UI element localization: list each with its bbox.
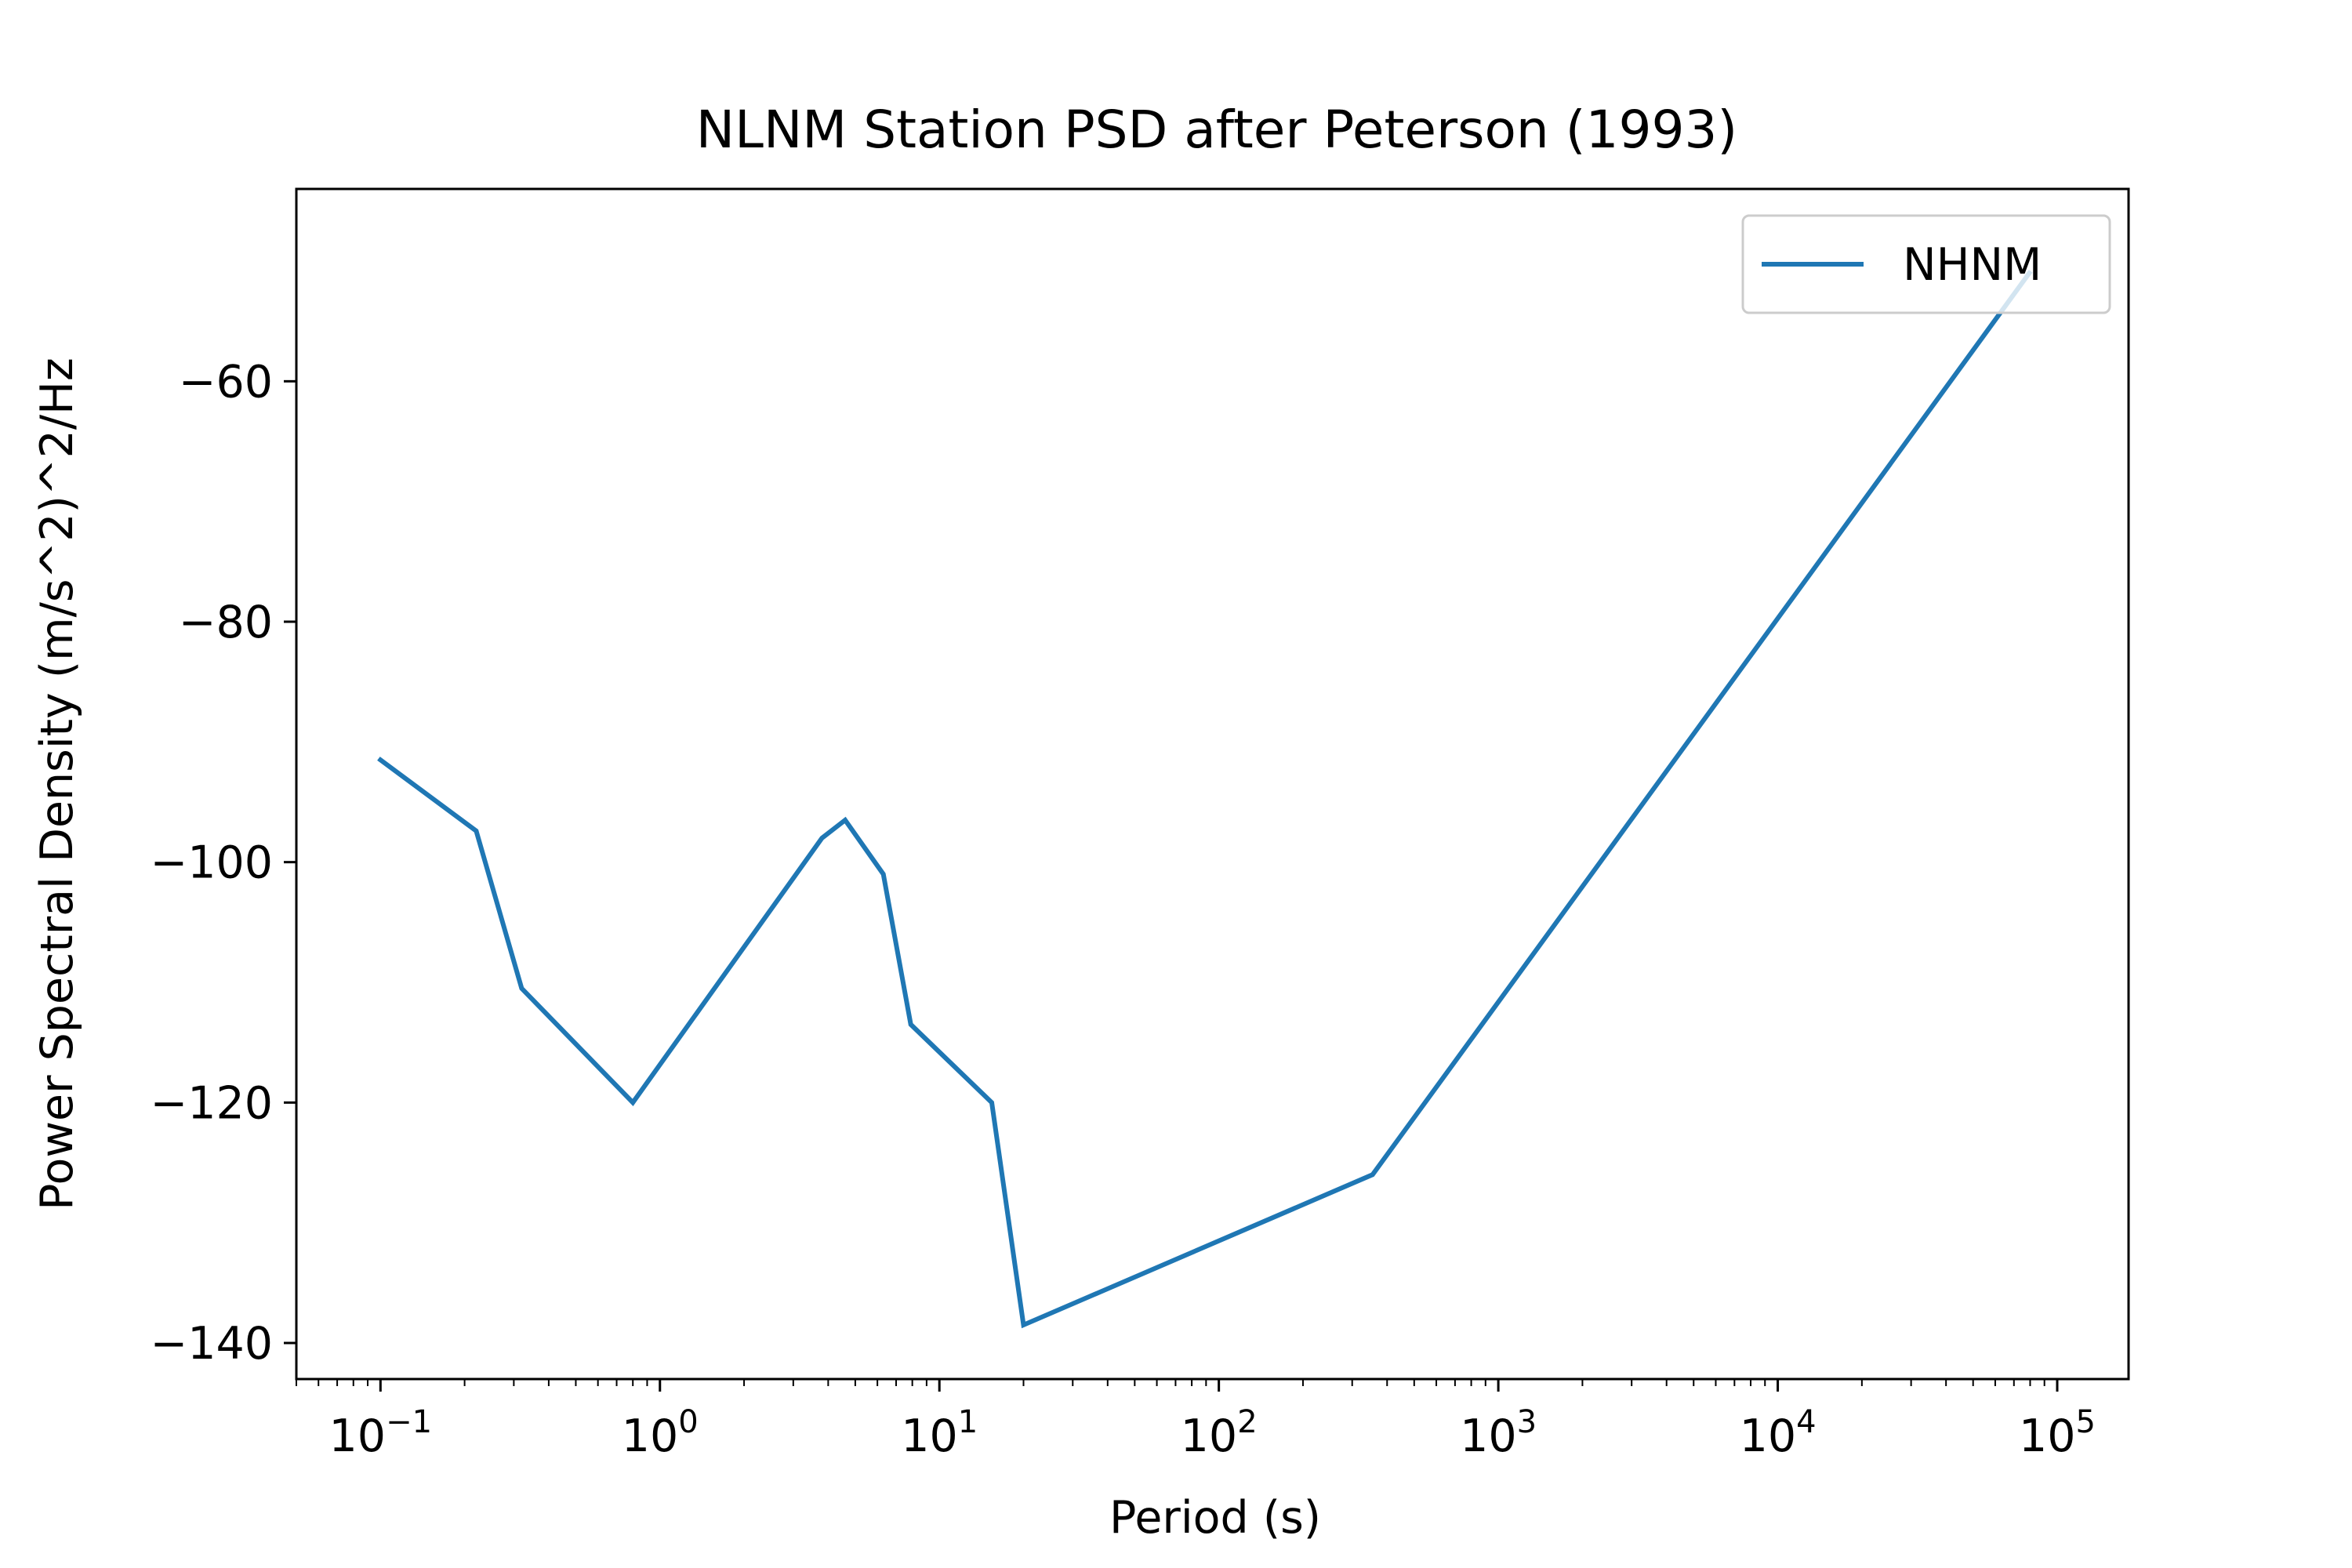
- x-tick-label: 101: [901, 1404, 978, 1462]
- plot-frame: [295, 187, 2130, 1381]
- x-axis-label: Period (s): [1109, 1492, 1321, 1544]
- legend-box: [1741, 214, 2111, 314]
- y-tick-label: −100: [150, 837, 273, 889]
- y-axis-label: Power Spectral Density (m/s^2)^2/Hz: [31, 358, 83, 1210]
- legend-label: NHNM: [1903, 239, 2042, 291]
- x-tick-label: 100: [622, 1404, 699, 1462]
- x-tick-label: 103: [1460, 1404, 1537, 1462]
- x-tick-label: 104: [1740, 1404, 1817, 1462]
- x-tick-label: 102: [1181, 1404, 1258, 1462]
- plot-area: 10−1 100 101 102 103 104 105 −60 −80 −100 −120 −140: [150, 187, 2130, 1462]
- series-line-0: [377, 270, 2033, 1329]
- legend: NHNM: [1741, 214, 2111, 314]
- y-tick-label: −60: [179, 356, 273, 408]
- chart-title: NLNM Station PSD after Peterson (1993): [696, 100, 1737, 160]
- x-tick-label: 10−1: [329, 1404, 433, 1462]
- x-tick-label: 105: [2019, 1404, 2096, 1462]
- y-tick-label: −80: [179, 597, 273, 648]
- y-tick-label: −120: [150, 1077, 273, 1129]
- y-tick-label: −140: [150, 1318, 273, 1370]
